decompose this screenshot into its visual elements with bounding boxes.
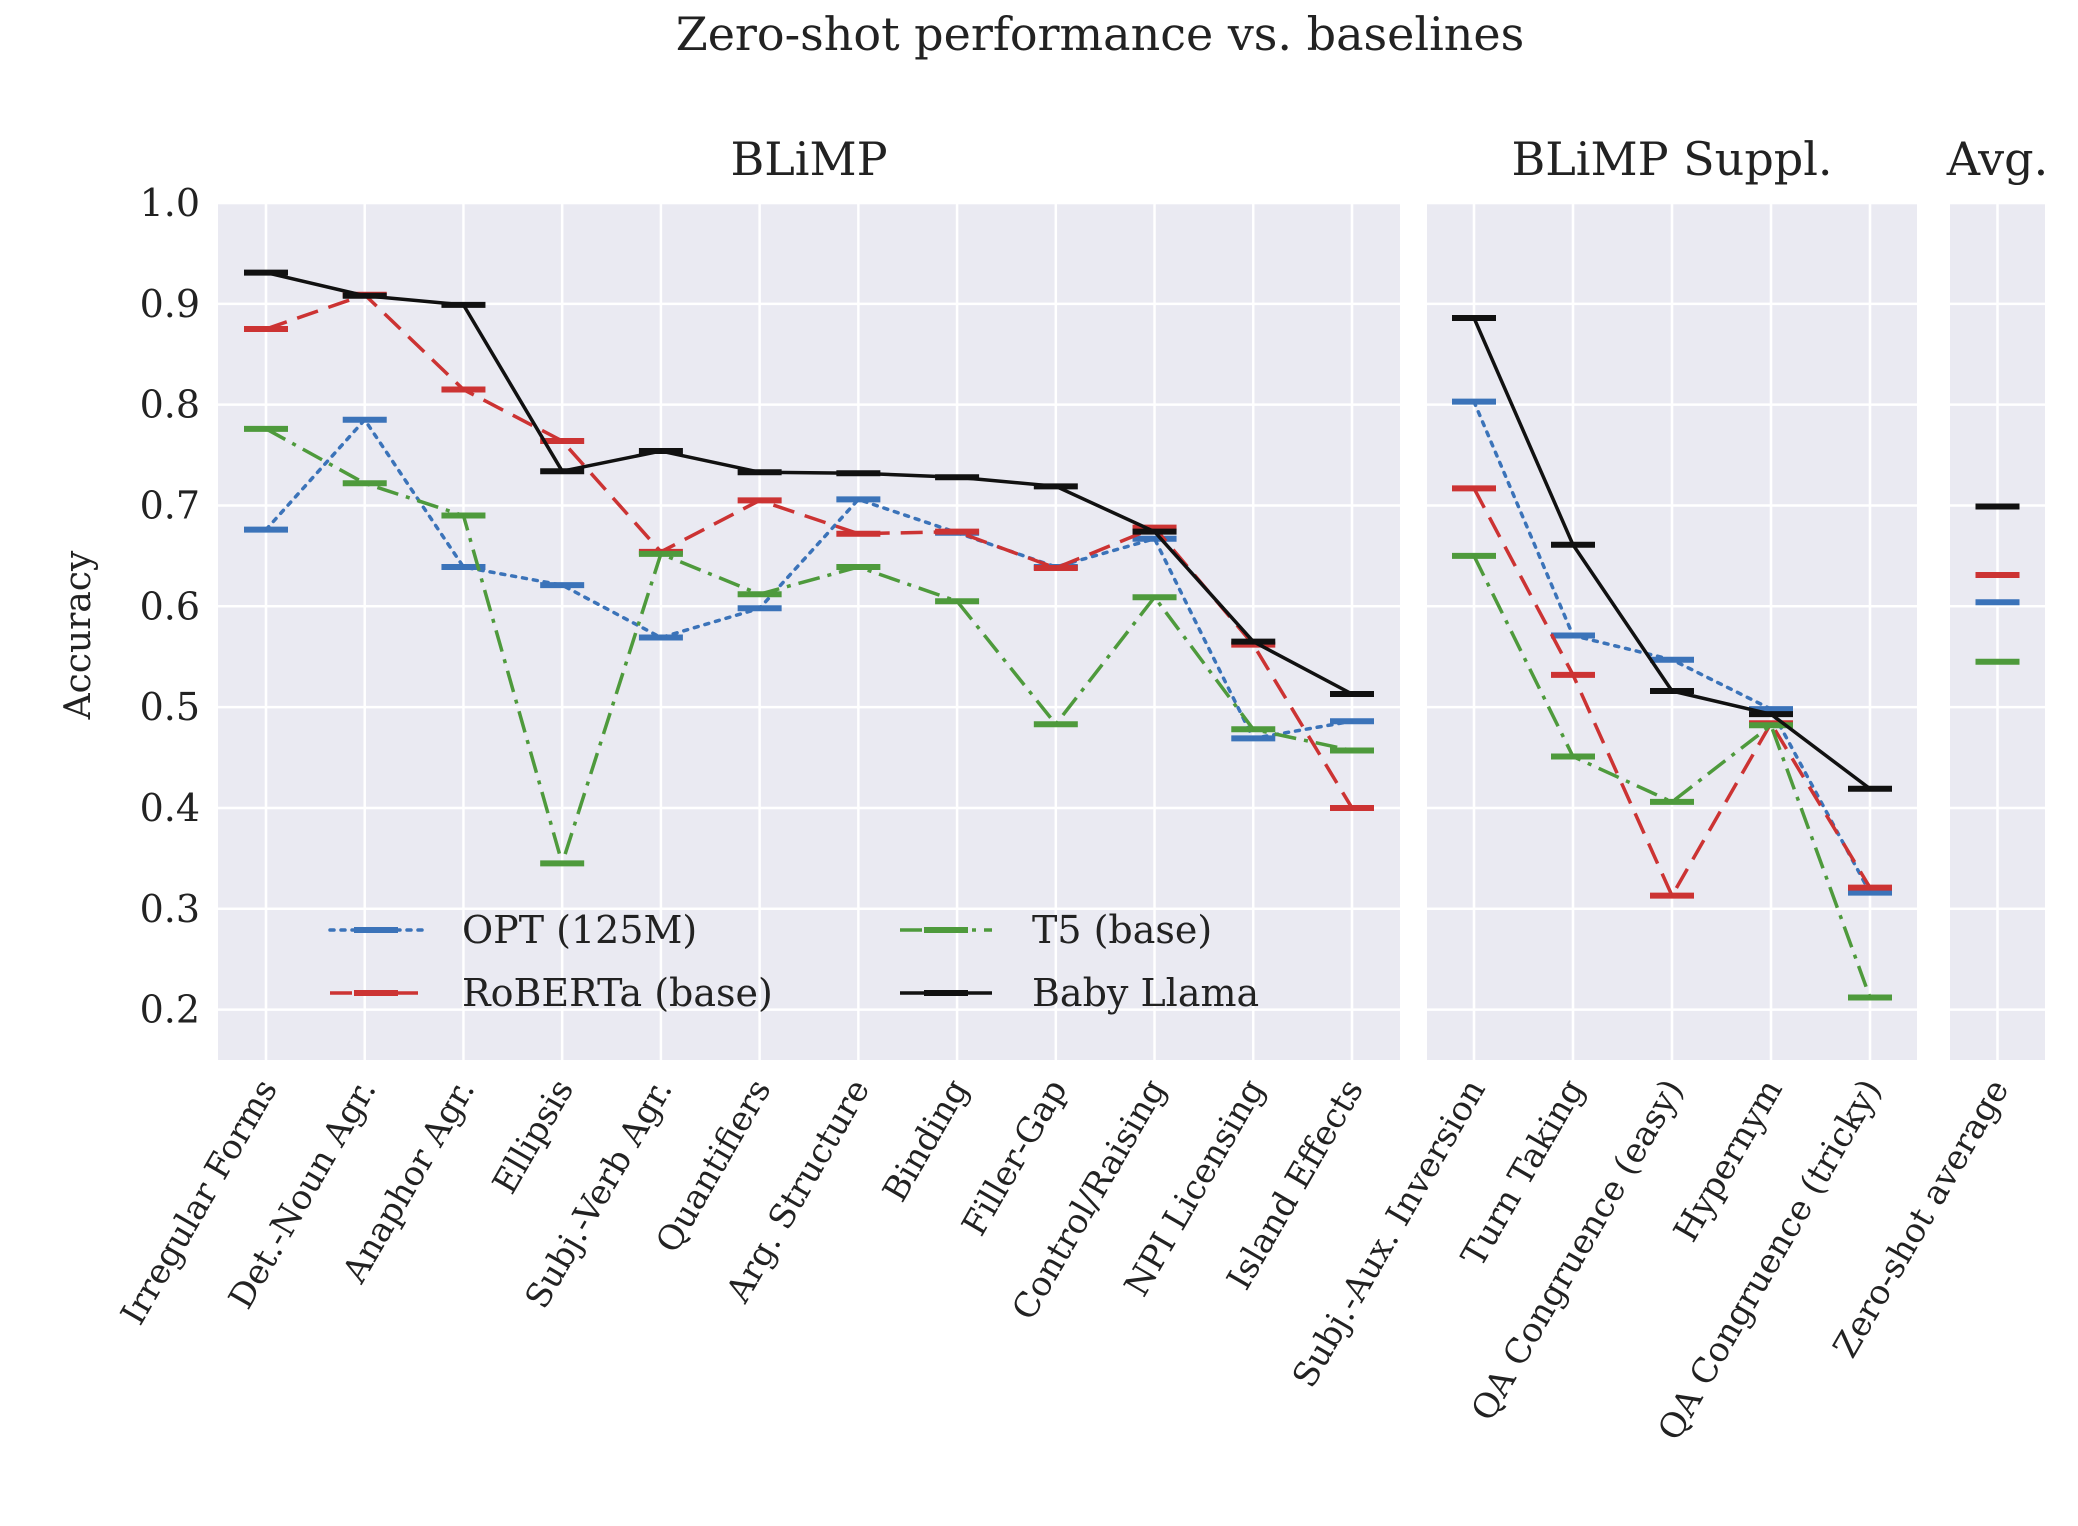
x-tick-label: Ellipsis (485, 1073, 582, 1201)
y-tick-label: 0.8 (140, 383, 200, 427)
series-line (264, 418, 1354, 741)
y-tick-label: 0.5 (140, 685, 200, 729)
y-tick-label: 0.9 (140, 282, 200, 326)
panel-background (218, 203, 1400, 1060)
x-tick-label: Binding (875, 1073, 977, 1209)
legend-entry-opt-125m: OPT (125M) (328, 908, 697, 952)
legend: OPT (125M) RoBERTa (base) T5 (base) Baby Ll… (328, 908, 1259, 1015)
y-tick-label: 0.4 (140, 786, 200, 830)
series-line (1472, 487, 1872, 898)
y-tick-label: 0.3 (140, 887, 200, 931)
legend-label: OPT (125M) (462, 908, 697, 952)
x-tick-label: QA Congruence (tricky) (1650, 1073, 1889, 1448)
legend-entry-baby-llama: Baby Llama (900, 971, 1259, 1015)
y-tick-label: 0.2 (140, 988, 200, 1032)
series-t5-base (244, 425, 1374, 867)
series-baby-llama (1452, 314, 1892, 792)
series-opt-125m (244, 416, 1374, 742)
panel-title: Avg. (1946, 132, 2048, 186)
series-line (265, 427, 1353, 866)
panel-title: BLiMP (730, 132, 887, 186)
legend-entry-roberta-base: RoBERTa (base) (330, 971, 773, 1015)
y-tick-label: 0.7 (140, 483, 200, 527)
panel-title: BLiMP Suppl. (1511, 132, 1832, 186)
chart-title: Zero-shot performance vs. baselines (676, 7, 1525, 61)
series-line (1472, 555, 1872, 999)
legend-label: Baby Llama (1032, 971, 1259, 1015)
y-tick-label: 1.0 (140, 181, 200, 225)
legend-entry-t5-base: T5 (base) (900, 908, 1212, 952)
y-axis-label: Accuracy (58, 550, 99, 720)
series-t5-base (1452, 552, 1892, 1001)
series-baby-llama (244, 269, 1374, 698)
legend-label: T5 (base) (1032, 908, 1212, 952)
series-opt-125m (1452, 398, 1892, 896)
series-line (265, 292, 1354, 809)
legend-label: RoBERTa (base) (462, 971, 773, 1015)
y-tick-label: 0.6 (140, 584, 200, 628)
